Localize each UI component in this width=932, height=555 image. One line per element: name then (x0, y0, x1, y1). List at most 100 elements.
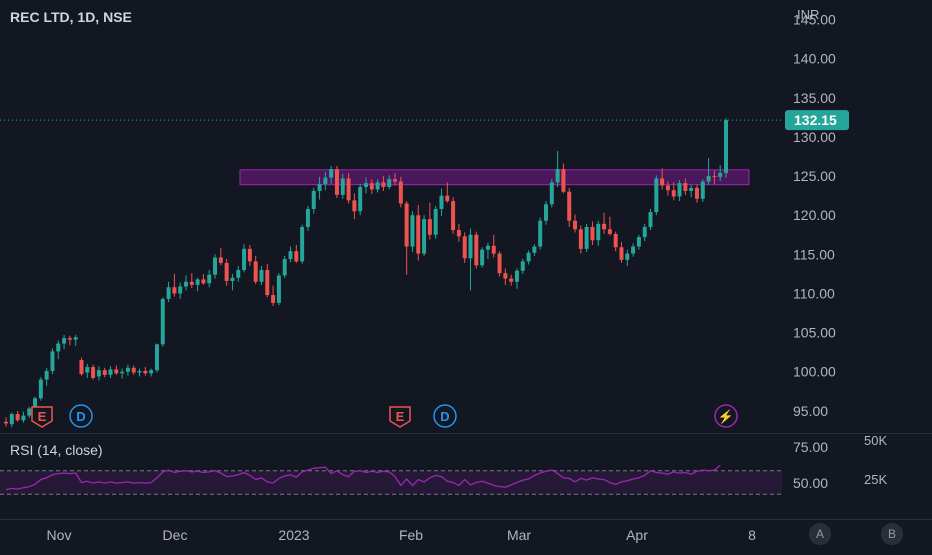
candle-body (271, 295, 276, 303)
candle-body (56, 343, 61, 352)
price-tick-label: 145.00 (793, 12, 836, 28)
candle-body (549, 182, 554, 205)
candle-body (131, 367, 136, 373)
candle-body (207, 274, 212, 284)
candle-body (381, 182, 386, 188)
candle-body (503, 273, 508, 279)
event-label: E (38, 409, 47, 424)
candle-body (50, 351, 55, 371)
candle-body (160, 298, 165, 345)
last-price-badge (785, 110, 849, 131)
candle-body (718, 172, 723, 177)
candle-body (602, 223, 607, 230)
price-tick-label: 100.00 (793, 364, 836, 380)
time-tick-label: 2023 (278, 527, 309, 543)
candle-body (596, 223, 601, 241)
earnings-event-marker (31, 406, 53, 428)
price-tick-label: 140.00 (793, 51, 836, 67)
time-tick-label: Mar (507, 527, 531, 543)
candle-body (230, 277, 235, 281)
candle-body (607, 229, 612, 234)
candle-body (393, 179, 398, 182)
candle-body (195, 279, 200, 285)
candle-body (631, 246, 636, 254)
candle-body (323, 177, 328, 184)
candle-body (166, 287, 171, 299)
auto-scale-button[interactable]: A (809, 523, 831, 545)
candle-body (201, 279, 206, 284)
time-tick-label: 8 (748, 527, 756, 543)
candle-body (660, 178, 665, 186)
candle-body (242, 248, 247, 270)
candle-body (665, 185, 670, 191)
candle-body (532, 246, 537, 253)
event-label: D (76, 409, 85, 424)
candle-body (218, 257, 223, 263)
candle-body (671, 190, 676, 197)
candle-body (62, 338, 67, 344)
event-label: D (440, 409, 449, 424)
candle-body (4, 421, 8, 424)
candle-body (73, 337, 78, 340)
rsi-title: RSI (14, close) (10, 442, 103, 458)
candle-body (398, 181, 403, 204)
candle-body (387, 179, 392, 188)
candle-body (410, 215, 415, 247)
symbol-title: REC LTD, 1D, NSE (10, 9, 132, 25)
candle-body (102, 370, 107, 375)
candle-body (375, 182, 380, 190)
last-price-badge-text: 132.15 (794, 112, 837, 128)
price-tick-label: 115.00 (793, 246, 835, 262)
candle-body (358, 187, 363, 212)
candle-body (44, 370, 49, 380)
candle-body (352, 200, 357, 212)
candle-body (677, 183, 682, 197)
candle-body (259, 270, 264, 282)
candle-body (567, 191, 572, 221)
candle-body (27, 408, 32, 416)
candle-body (706, 176, 711, 182)
candle-body (79, 360, 84, 375)
candle-body (427, 219, 432, 235)
candle-body (636, 237, 641, 247)
event-label: ⚡ (718, 409, 734, 425)
candle-body (340, 178, 345, 195)
candle-body (288, 251, 293, 260)
candle-body (474, 234, 479, 266)
candle-body (294, 251, 299, 262)
currency-label: INR (797, 7, 819, 22)
candle-body (642, 226, 647, 238)
candle-body (544, 204, 548, 221)
candle-body (573, 220, 578, 230)
candle-body (514, 270, 519, 282)
candle-body (143, 370, 148, 374)
candle-body (613, 234, 618, 248)
candle-body (184, 281, 188, 287)
candle-body (520, 261, 525, 271)
candle-body (416, 215, 421, 254)
price-tick-label: 95.00 (793, 403, 828, 419)
candle-body (462, 236, 467, 259)
split-event-marker (714, 404, 738, 428)
dividend-event-marker (433, 404, 457, 428)
candle-body (213, 257, 218, 275)
resistance-zone (239, 169, 750, 186)
candle-body (172, 287, 177, 294)
adjust-data-button[interactable]: B (881, 523, 903, 545)
candle-body (369, 183, 374, 190)
candle-body (648, 212, 653, 227)
candle-body (422, 219, 427, 254)
dividend-event-marker (69, 404, 93, 428)
candle-body (38, 379, 43, 399)
candle-body (33, 398, 38, 409)
event-label: E (396, 409, 405, 424)
candle-body (526, 252, 531, 262)
candle-body (451, 201, 456, 231)
time-tick-label: Dec (163, 527, 188, 543)
earnings-event-marker (389, 406, 411, 428)
candle-body (364, 183, 368, 188)
candle-body (108, 369, 113, 375)
candle-body (724, 120, 728, 173)
